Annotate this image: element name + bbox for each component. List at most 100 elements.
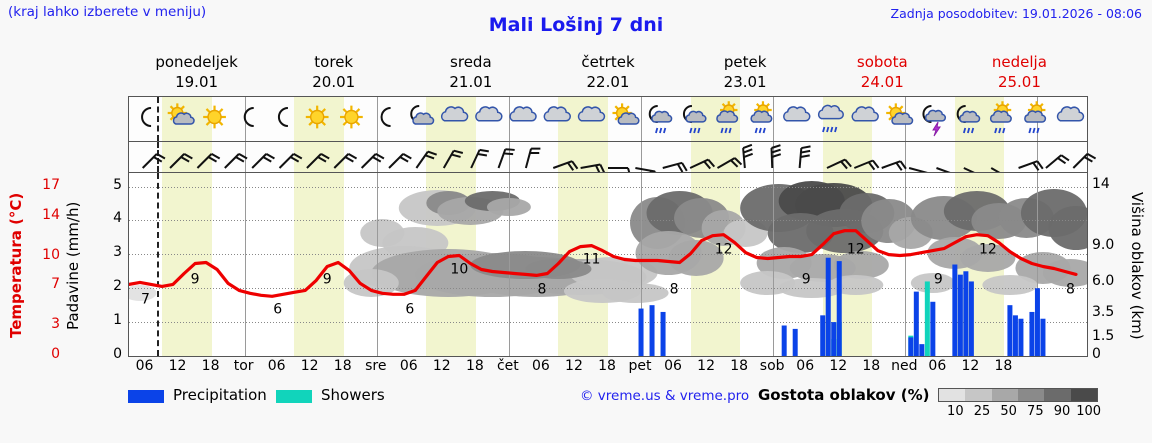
cloud-density-tick: 100 (1076, 404, 1102, 419)
weather-icon-sun-cloud-rain (750, 101, 773, 134)
temperature-value-label: 6 (405, 301, 414, 317)
axis-tick: 3 (51, 316, 60, 333)
precipitation-bar (1040, 318, 1046, 356)
wind-barb (360, 152, 385, 169)
cloud-density-scale-ticks: 10 25 50 75 90 100 (934, 404, 1106, 420)
day-date: 25.01 (997, 73, 1041, 91)
temperature-curve (129, 229, 1078, 298)
gridline-y-2 (129, 288, 1087, 290)
precipitation-bar (831, 322, 837, 356)
wind-barb (689, 158, 716, 170)
wind-barb (798, 145, 811, 169)
day-header-petek: petek 23.01 (677, 52, 814, 94)
location-menu-note: (kraj lahko izberete v meniju) (8, 4, 207, 20)
day-header-ponedeljek: ponedeljek 19.01 (128, 52, 265, 94)
current-time-marker (156, 142, 159, 172)
day-separator (1037, 142, 1039, 172)
weather-icon-sun-cloud-rain (1024, 101, 1047, 134)
day-date: 20.01 (312, 73, 356, 91)
weather-icon-cloud (851, 106, 879, 122)
wind-barbs-svg (141, 143, 1097, 188)
showers-legend-swatch (276, 390, 312, 403)
wind-barb (196, 152, 221, 169)
weather-icon-cloud (440, 106, 469, 122)
wind-barb-row (128, 142, 1097, 188)
chart-legend: Precipitation Showers © vreme.us & vreme… (128, 386, 1138, 426)
day-date: 24.01 (860, 73, 904, 91)
precipitation-axis-ticks: 5 4 3 2 1 0 (86, 160, 122, 362)
wind-barb (224, 152, 248, 169)
wind-barb (333, 152, 358, 169)
weather-icon-sun (203, 105, 226, 129)
x-tick-label: čet (496, 358, 519, 374)
weather-icon-moon (380, 107, 391, 127)
cloud-density-tick: 50 (1000, 404, 1017, 419)
cloud-density-legend-label: Gostota oblakov (%) (758, 386, 930, 404)
axis-tick: 0 (1092, 346, 1101, 362)
day-header-sobota: sobota 24.01 (814, 52, 951, 94)
axis-tick: 3.5 (1092, 303, 1115, 320)
wind-barb (742, 143, 753, 169)
day-separator (905, 173, 907, 356)
precipitation-bar (913, 291, 919, 356)
showers-legend-label: Showers (321, 386, 385, 404)
axis-tick: 14 (1092, 176, 1110, 193)
axis-tick: 2 (113, 278, 122, 295)
day-separator (376, 97, 378, 141)
cloud-height-axis-title: Višina oblakov (km) (1128, 192, 1146, 340)
day-separator (376, 173, 378, 356)
x-tick-label: 06 (267, 358, 286, 374)
day-header-sreda: sreda 21.01 (402, 52, 539, 94)
weather-icon-sun (340, 105, 363, 129)
x-tick-label: 06 (399, 358, 418, 374)
temperature-value-label: 12 (715, 242, 733, 258)
weather-icon-moon (277, 107, 289, 127)
wind-barb (169, 152, 193, 169)
axis-tick: 0 (113, 346, 122, 362)
temperature-curve-layer: 7 9 6 9 6 10 8 11 8 12 9 12 9 12 8 (129, 229, 1078, 317)
precipitation-bar (1018, 318, 1024, 356)
day-name: sobota (856, 53, 908, 71)
weather-icon-sun-cloud-rain (716, 101, 739, 134)
wind-barb (1072, 152, 1097, 169)
wind-barb (552, 160, 579, 171)
weather-icon-sun-cloud (612, 103, 640, 125)
precipitation-bar (649, 305, 655, 356)
cloud-density-swatch (965, 389, 992, 401)
precipitation-bar (963, 271, 969, 356)
wind-barb (388, 152, 412, 169)
weather-icon-moon (141, 107, 152, 127)
cloud-density-color-scale (938, 388, 1098, 402)
x-tick-label: 12 (168, 358, 187, 374)
page-title: Mali Lošinj 7 dni (488, 14, 664, 36)
wind-barb (1018, 160, 1044, 171)
daylight-band (954, 142, 1005, 172)
precipitation-bar (638, 308, 644, 356)
precipitation-bar (792, 328, 798, 356)
wind-barb (770, 144, 782, 169)
axis-tick: 9.0 (1092, 236, 1115, 253)
x-tick-label: ned (891, 358, 918, 374)
gridline-y-4 (129, 220, 1087, 222)
weather-icon-sun-cloud (167, 103, 195, 125)
day-header-torek: torek 20.01 (265, 52, 402, 94)
gridline-y-5 (129, 186, 1087, 188)
temperature-value-label: 9 (191, 271, 200, 287)
precipitation-bar (952, 264, 958, 356)
day-separator (641, 97, 643, 141)
temperature-value-label: 12 (979, 242, 997, 258)
axis-tick: 7 (51, 276, 60, 293)
x-tick-label: 06 (135, 358, 154, 374)
copyright-link[interactable]: © vreme.us & vreme.pro (580, 388, 750, 404)
weather-icon-cloud (783, 106, 811, 122)
x-tick-label: 06 (928, 358, 947, 374)
gridline-y-1 (129, 322, 1087, 324)
cloud-density-tick: 25 (973, 404, 991, 419)
precipitation-axis-title: Padavine (mm/h) (64, 201, 82, 331)
day-name: petek (723, 53, 767, 71)
x-tick-label: 06 (532, 358, 550, 374)
day-separator (773, 173, 775, 356)
precipitation-bar (968, 281, 974, 356)
daylight-band (162, 173, 212, 356)
weather-icon-moon-cloud-rain (683, 105, 707, 134)
